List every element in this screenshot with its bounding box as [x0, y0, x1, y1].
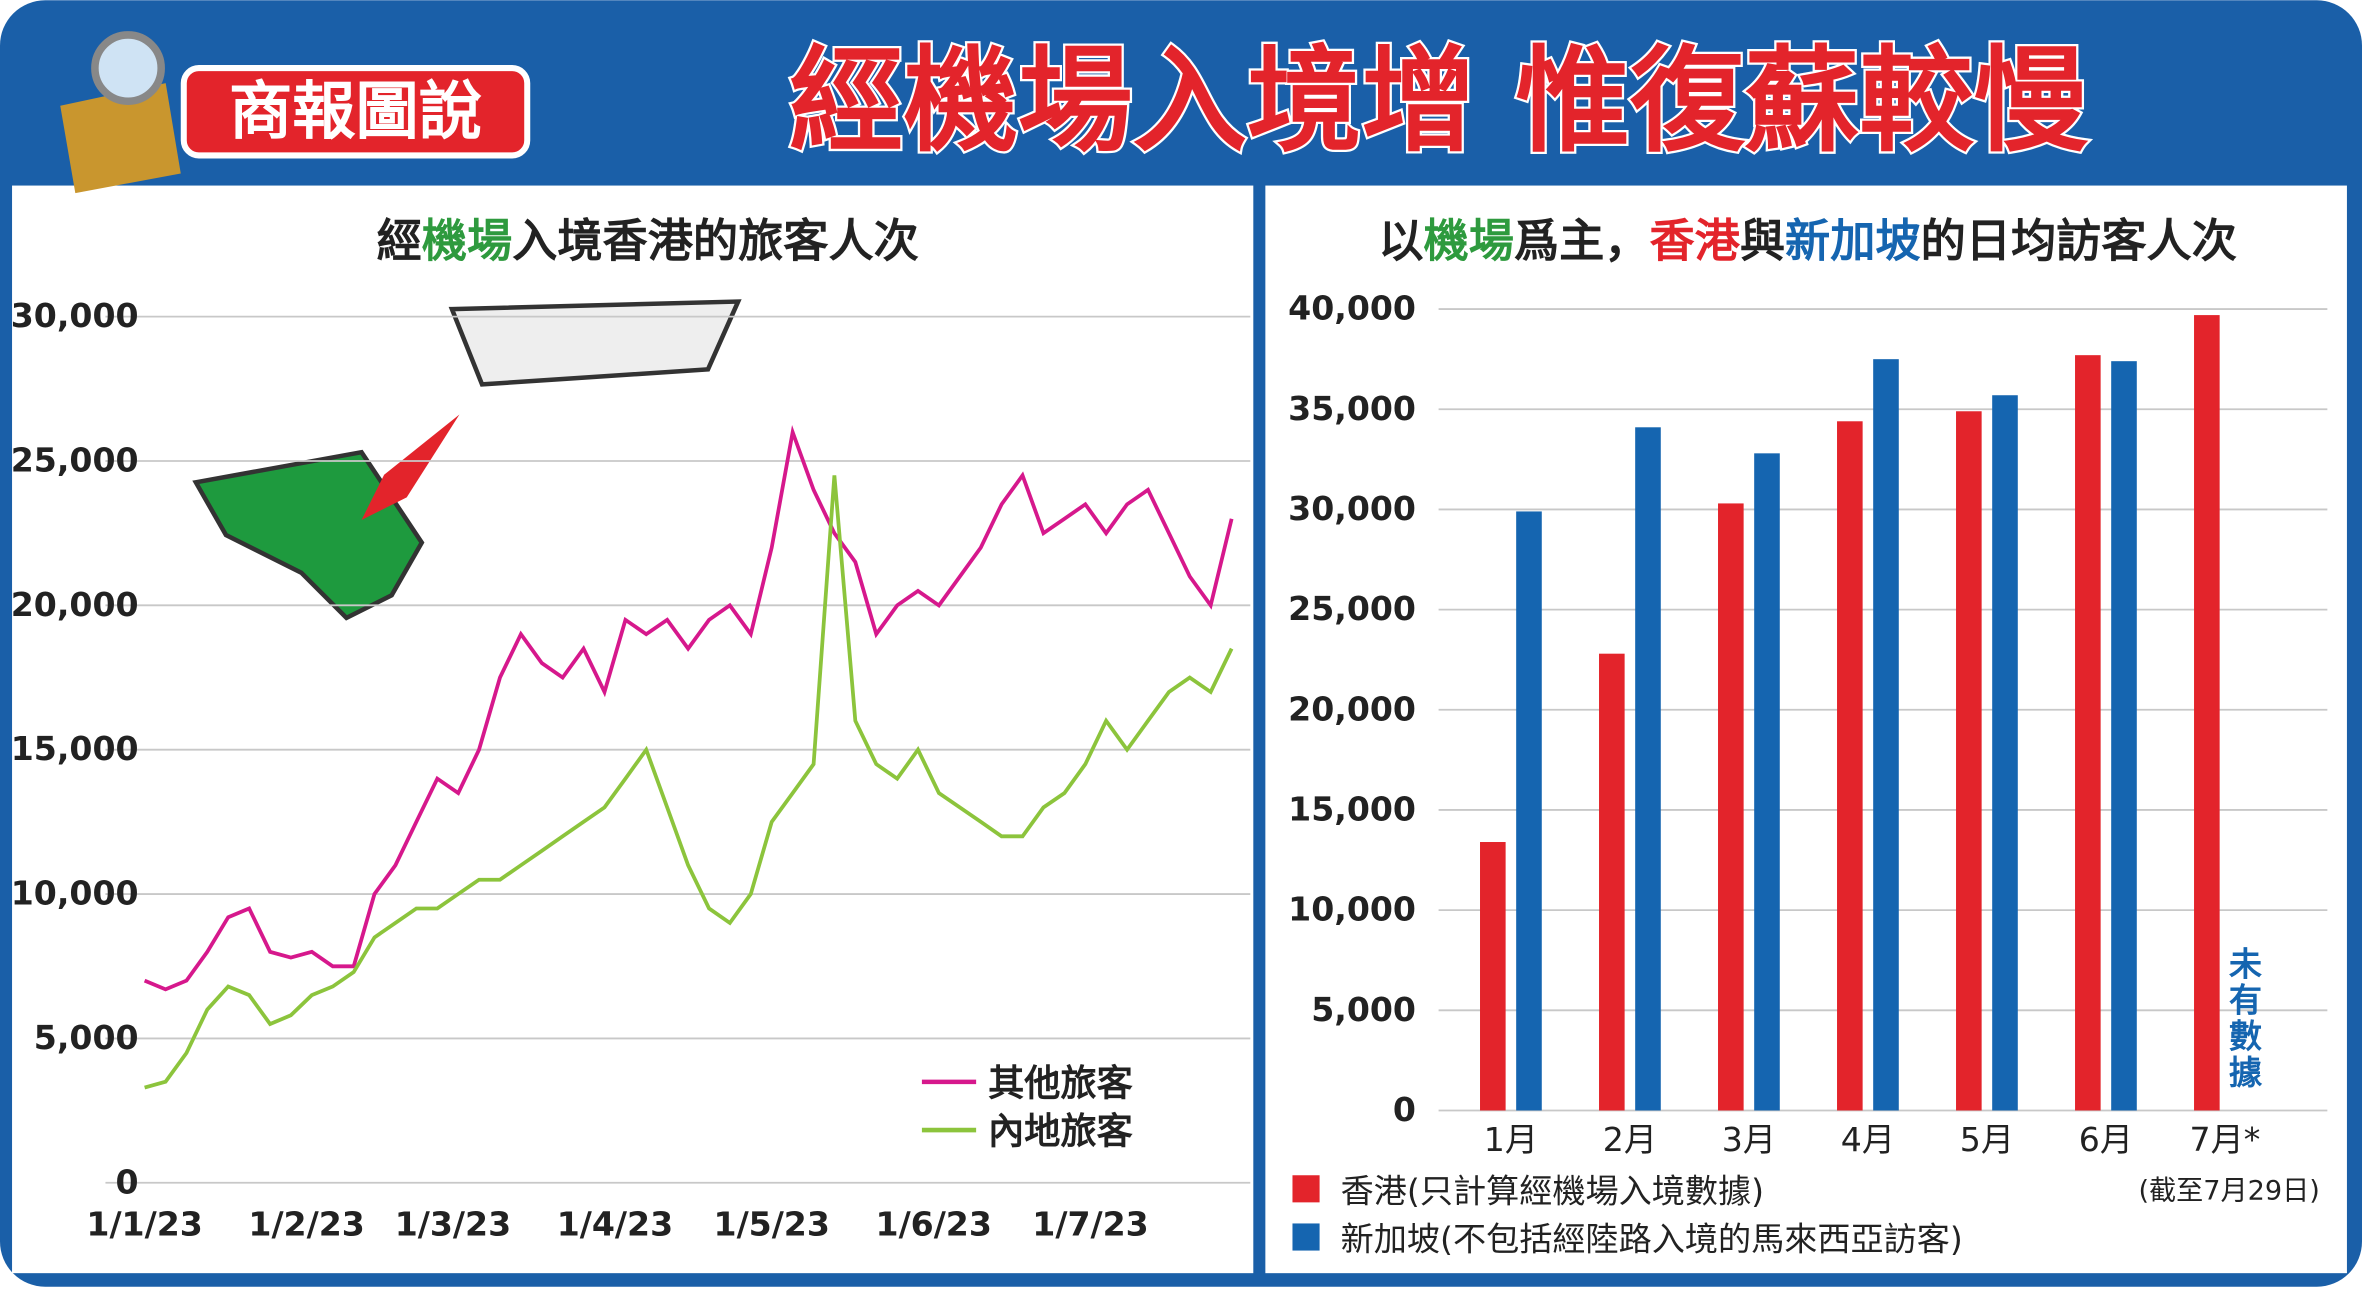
title-part: 入境香港的旅客人次 — [512, 214, 919, 267]
bar — [2075, 355, 2101, 1111]
y-tick-label: 25,000 — [1288, 589, 1416, 628]
x-tick-label: 1/4/23 — [557, 1205, 673, 1244]
legend-label: 香港(只計算經機場入境數據) — [1341, 1171, 1764, 1210]
bar — [1635, 427, 1661, 1111]
y-tick-label: 30,000 — [11, 296, 139, 335]
x-tick-label: 1/5/23 — [714, 1205, 830, 1244]
x-tick-label: 1月 — [1484, 1120, 1538, 1159]
title-part: 新加坡 — [1785, 214, 1921, 267]
x-tick-label: 1/3/23 — [395, 1205, 511, 1244]
logo-text: 商報圖說 — [229, 74, 482, 148]
map-illustration — [192, 449, 425, 621]
y-tick-label: 0 — [1393, 1090, 1416, 1129]
x-tick-label: 5月 — [1960, 1120, 2014, 1159]
chart-title: 以機場爲主，香港與新加坡的日均訪客人次 — [1378, 214, 2237, 267]
bar — [1873, 359, 1899, 1111]
x-tick-label: 1/7/23 — [1032, 1205, 1148, 1244]
legend-label: 新加坡(不包括經陸路入境的馬來西亞訪客) — [1341, 1220, 1963, 1259]
annotation: 未有數據 — [2223, 946, 2262, 1091]
plane-illustration — [448, 299, 742, 387]
bar — [1956, 411, 1982, 1111]
legend-label: 內地旅客 — [988, 1110, 1133, 1153]
series-line — [143, 424, 1234, 992]
bar — [1837, 421, 1863, 1111]
title-part: 與 — [1740, 214, 1785, 267]
title-part: 以 — [1378, 214, 1423, 267]
logo-lens — [91, 31, 165, 105]
note: (截至7月29日) — [2138, 1175, 2319, 1206]
y-tick-label: 35,000 — [1288, 389, 1416, 428]
title-part: 的日均訪客人次 — [1921, 214, 2237, 267]
title-part: 機場 — [422, 214, 512, 267]
y-tick-label: 15,000 — [1288, 789, 1416, 828]
right-panel — [1265, 185, 2347, 1274]
y-tick-label: 0 — [116, 1162, 139, 1201]
logo-box — [180, 65, 531, 159]
y-tick-label: 40,000 — [1288, 289, 1416, 328]
logo-books — [60, 83, 181, 194]
title-part: 機場 — [1424, 214, 1514, 267]
y-tick-label: 30,000 — [1288, 489, 1416, 528]
legend-label: 其他旅客 — [988, 1061, 1133, 1104]
main-title: 經機場入境增 惟復蘇較慢 — [789, 34, 2089, 167]
y-tick-label: 25,000 — [11, 441, 139, 480]
x-tick-label: 1/2/23 — [248, 1205, 364, 1244]
title-part: 香港 — [1649, 214, 1740, 267]
x-tick-label: 7月* — [2190, 1120, 2261, 1159]
x-tick-label: 1/1/23 — [86, 1205, 202, 1244]
x-tick-label: 4月 — [1841, 1120, 1895, 1159]
x-tick-label: 2月 — [1603, 1120, 1657, 1159]
y-tick-label: 10,000 — [1288, 890, 1416, 929]
title-part: 爲主， — [1514, 214, 1650, 267]
bar — [2194, 315, 2220, 1111]
bar — [2111, 361, 2137, 1111]
legend-swatch — [1292, 1175, 1320, 1203]
series-line — [144, 475, 1234, 1090]
y-tick-label: 10,000 — [11, 874, 139, 913]
arrow-illustration — [361, 414, 460, 520]
y-tick-label: 15,000 — [11, 729, 139, 768]
bar — [1754, 453, 1780, 1111]
bar — [1516, 511, 1542, 1111]
legend-swatch — [1292, 1223, 1320, 1251]
bar — [1718, 503, 1744, 1111]
y-tick-label: 20,000 — [11, 585, 139, 624]
x-tick-label: 1/6/23 — [876, 1205, 992, 1244]
x-tick-label: 3月 — [1722, 1120, 1776, 1159]
chart-title: 經機場入境香港的旅客人次 — [377, 214, 919, 267]
x-tick-label: 6月 — [2079, 1120, 2133, 1159]
bar — [1599, 653, 1625, 1111]
y-tick-label: 5,000 — [1311, 990, 1416, 1029]
y-tick-label: 5,000 — [34, 1018, 139, 1057]
bar — [1480, 842, 1506, 1111]
bar — [1992, 395, 2018, 1111]
title-part: 經 — [377, 214, 422, 267]
y-tick-label: 20,000 — [1288, 689, 1416, 728]
